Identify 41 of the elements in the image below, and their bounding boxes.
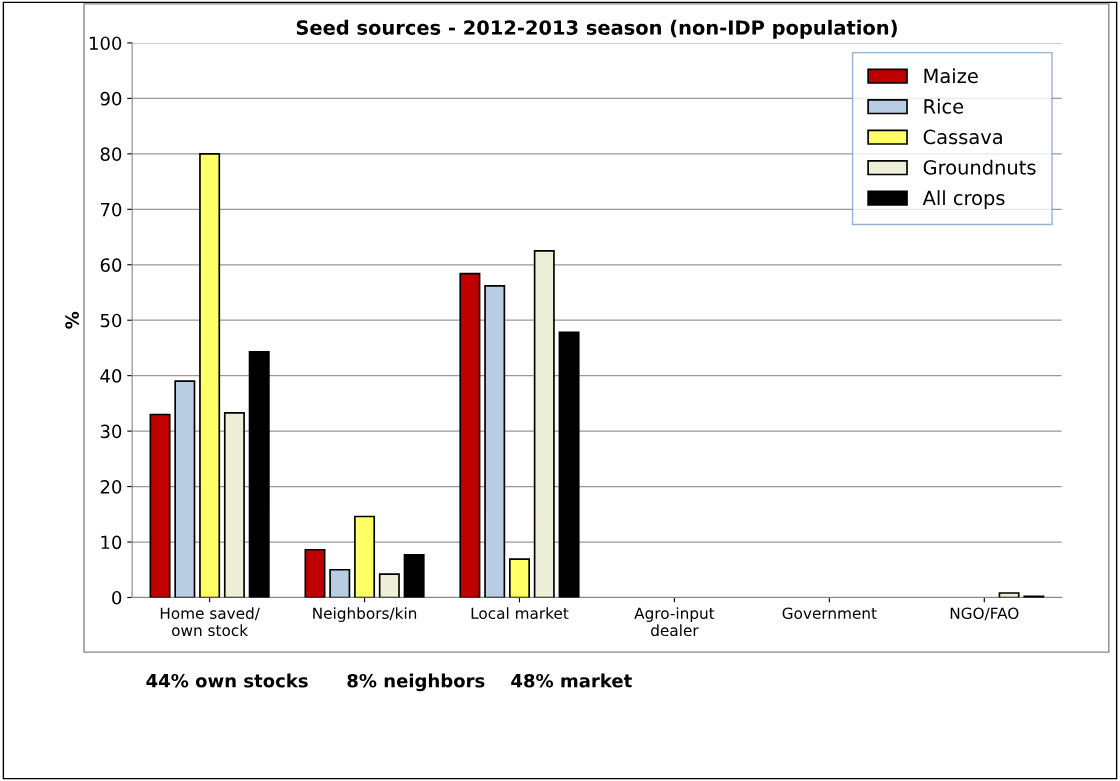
- bar: [998, 592, 1020, 598]
- bar: [354, 515, 376, 598]
- bar: [533, 250, 555, 598]
- y-axis-title: %: [65, 311, 79, 329]
- legend-label: Rice: [924, 98, 964, 114]
- bar: [248, 350, 270, 598]
- text: 44% own stocks 8% neighbors 48% market: [146, 673, 632, 692]
- y-tick-label: 60: [100, 258, 122, 272]
- x-tick-label: Home saved/ own stock: [160, 607, 260, 637]
- x-tick-label: Neighbors/kin: [313, 607, 417, 622]
- bar: [199, 153, 221, 598]
- bar: [508, 558, 530, 598]
- legend-label: All crops: [922, 190, 1005, 209]
- legend-label: Maize: [924, 68, 978, 84]
- x-tick-label: Government: [782, 607, 877, 620]
- y-tick-label: 40: [100, 369, 122, 383]
- bar: [403, 553, 425, 598]
- bar: [304, 548, 326, 598]
- bar: [174, 380, 196, 598]
- bar: [484, 284, 506, 598]
- y-tick-label: 100: [89, 36, 122, 51]
- bar: [459, 272, 481, 598]
- y-tick-label: 10: [101, 535, 122, 550]
- bar: [329, 568, 351, 598]
- y-tick-label: 80: [100, 147, 122, 161]
- bar: [223, 411, 245, 598]
- y-tick-label: 0: [112, 590, 122, 605]
- y-tick-label: 20: [100, 480, 122, 494]
- y-tick-label: 90: [100, 91, 122, 106]
- x-tick-label: NGO/FAO: [950, 607, 1019, 621]
- bar: [149, 413, 171, 598]
- bar: [558, 331, 580, 598]
- y-tick-label: 70: [100, 202, 122, 217]
- x-tick-label: Agro-input dealer: [634, 607, 715, 637]
- legend-label: Groundnuts: [923, 159, 1036, 175]
- x-tick-label: Local market: [471, 607, 569, 620]
- chart-title: Seed sources - 2012-2013 season (non-IDP population): [296, 19, 897, 39]
- bar: [378, 573, 400, 598]
- y-tick-label: 30: [100, 424, 122, 439]
- legend-label: Cassava: [923, 129, 1002, 145]
- y-tick-label: 50: [100, 313, 122, 328]
